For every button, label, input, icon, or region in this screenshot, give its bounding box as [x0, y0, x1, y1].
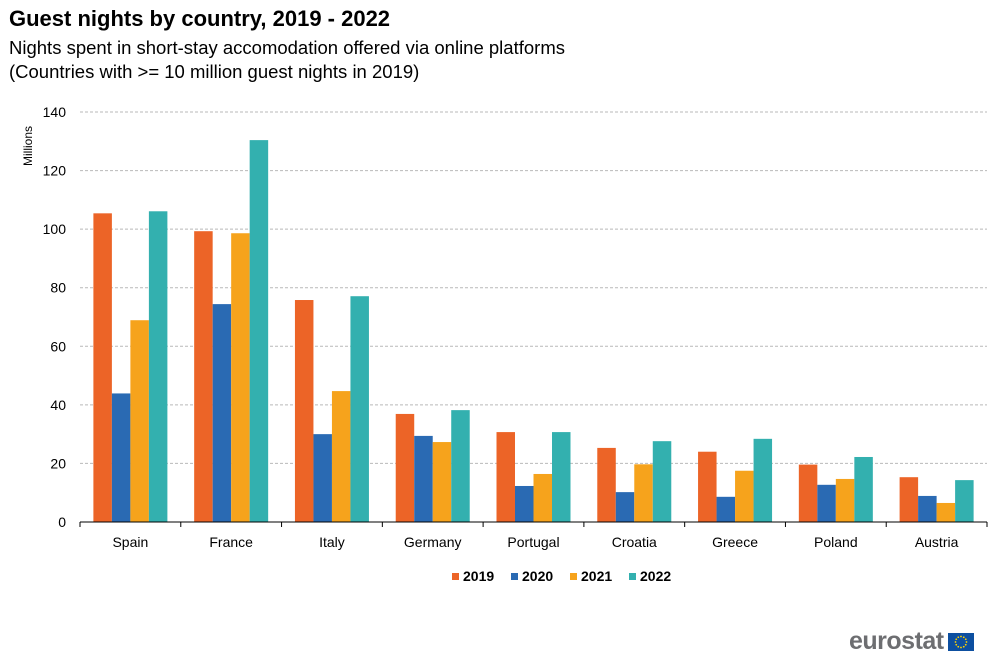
x-tick-label: Portugal [507, 534, 559, 550]
bar-spain-2020 [111, 393, 131, 522]
bar-poland-2021 [835, 478, 855, 522]
bar-portugal-2021 [533, 473, 552, 522]
bar-croatia-2021 [634, 464, 653, 522]
bar-austria-2020 [918, 495, 937, 522]
bar-austria-2021 [936, 502, 956, 522]
bar-austria-2022 [955, 480, 974, 522]
bar-spain-2021 [130, 320, 149, 522]
bar-portugal-2019 [496, 432, 515, 522]
y-tick-label: 100 [43, 221, 67, 237]
bar-italy-2022 [350, 296, 369, 522]
bar-croatia-2019 [597, 447, 616, 522]
y-tick-label: 0 [58, 514, 66, 530]
bar-poland-2019 [798, 464, 818, 522]
bar-germany-2020 [414, 435, 433, 522]
bar-poland-2022 [854, 456, 873, 522]
x-tick-label: Croatia [612, 534, 657, 550]
x-tick-label: Greece [712, 534, 758, 550]
legend-label-2019: 2019 [463, 568, 494, 584]
bar-greece-2022 [753, 438, 773, 522]
x-tick-label: Germany [404, 534, 462, 550]
bar-spain-2019 [93, 213, 112, 523]
bar-poland-2020 [817, 484, 836, 522]
chart-title: Guest nights by country, 2019 - 2022 [9, 6, 391, 31]
legend: 2019 2020 2021 2022 [452, 568, 671, 584]
y-axis-label: Millions [21, 126, 35, 166]
y-tick-label: 20 [50, 455, 66, 471]
y-tick-label: 40 [50, 397, 66, 413]
bar-greece-2019 [698, 451, 717, 522]
bar-spain-2022 [148, 211, 168, 522]
bar-portugal-2022 [552, 432, 571, 522]
y-tick-label: 140 [43, 104, 67, 120]
legend-label-2022: 2022 [640, 568, 671, 584]
x-tick-label: Poland [814, 534, 858, 550]
eu-flag-icon [947, 632, 974, 651]
legend-swatch-2021 [570, 573, 577, 580]
bar-greece-2021 [735, 470, 754, 522]
legend-swatch-2022 [629, 573, 636, 580]
x-tick-label: France [209, 534, 253, 550]
bar-germany-2019 [395, 413, 415, 522]
x-tick-label: Austria [915, 534, 959, 550]
bar-france-2021 [231, 233, 250, 522]
bar-germany-2022 [451, 410, 470, 522]
bar-germany-2021 [432, 442, 452, 522]
bar-italy-2021 [331, 391, 351, 522]
y-tick-label: 80 [50, 280, 66, 296]
legend-label-2021: 2021 [581, 568, 612, 584]
legend-swatch-2019 [452, 573, 459, 580]
logo-text: eurostat [849, 627, 944, 655]
bar-italy-2020 [313, 434, 332, 522]
y-tick-label: 120 [43, 163, 67, 179]
bar-croatia-2020 [615, 492, 635, 522]
legend-label-2020: 2020 [522, 568, 553, 584]
bar-france-2019 [194, 231, 213, 522]
chart-subtitle-line2: (Countries with >= 10 million guest nigh… [9, 61, 420, 82]
eurostat-logo: eurostat [849, 627, 974, 656]
bar-italy-2019 [294, 300, 314, 522]
bar-france-2022 [249, 140, 269, 522]
bar-portugal-2020 [515, 485, 534, 522]
x-axis: Spain France Italy Germany Portugal Croatia Gr… [79, 521, 988, 550]
bar-croatia-2022 [652, 441, 672, 522]
x-tick-label: Italy [319, 534, 345, 550]
y-axis: 0 20 40 60 80 100 120 140 Millions [21, 104, 66, 530]
bar-greece-2020 [716, 496, 736, 522]
bar-france-2020 [212, 304, 232, 522]
x-tick-label: Spain [112, 534, 148, 550]
bars [93, 140, 974, 523]
legend-swatch-2020 [511, 573, 518, 580]
y-tick-label: 60 [50, 338, 66, 354]
bar-austria-2019 [899, 477, 919, 522]
chart-subtitle-line1: Nights spent in short-stay accomodation … [9, 37, 565, 58]
